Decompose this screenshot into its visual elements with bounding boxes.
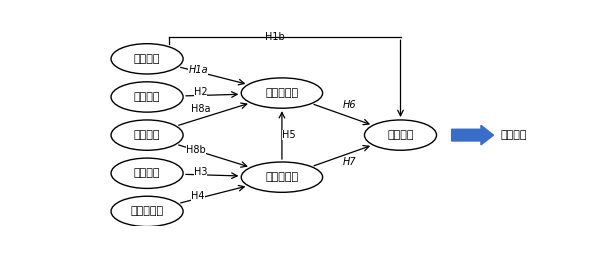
Polygon shape [452, 125, 493, 145]
Text: H2: H2 [194, 87, 208, 97]
Text: H6: H6 [343, 100, 356, 110]
Ellipse shape [241, 78, 323, 108]
Ellipse shape [111, 82, 183, 112]
Text: 个体创新: 个体创新 [134, 130, 160, 140]
Ellipse shape [111, 44, 183, 74]
Text: H3: H3 [194, 167, 208, 177]
Text: H7: H7 [343, 157, 356, 167]
Text: 主观规范: 主观规范 [134, 54, 160, 64]
Text: 产出品质: 产出品质 [134, 92, 160, 102]
Text: 感知愉悦性: 感知愉悦性 [131, 207, 164, 216]
Text: 感知易用性: 感知易用性 [265, 172, 298, 182]
Ellipse shape [241, 162, 323, 192]
Ellipse shape [111, 158, 183, 188]
Ellipse shape [364, 120, 437, 150]
Text: 自我效能: 自我效能 [134, 168, 160, 178]
Text: H4: H4 [191, 191, 205, 201]
Text: H8b: H8b [186, 145, 206, 155]
Ellipse shape [111, 120, 183, 150]
Ellipse shape [111, 196, 183, 227]
Text: 实际使用: 实际使用 [500, 130, 527, 140]
Text: 感知有用性: 感知有用性 [265, 88, 298, 98]
Text: H1b: H1b [265, 32, 285, 42]
Text: H8a: H8a [191, 104, 211, 114]
Text: H5: H5 [282, 130, 296, 140]
Text: H1a: H1a [188, 65, 208, 75]
Text: 行为意向: 行为意向 [387, 130, 414, 140]
